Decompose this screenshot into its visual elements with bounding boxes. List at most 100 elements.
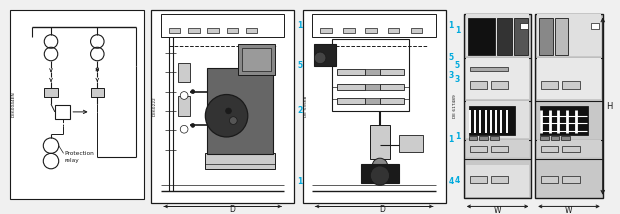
Circle shape [180, 92, 188, 99]
Bar [541, 81, 559, 89]
Text: 1: 1 [454, 132, 460, 141]
Circle shape [191, 90, 195, 94]
Bar [312, 13, 436, 37]
Bar [539, 18, 552, 55]
Bar [537, 58, 601, 99]
Bar [562, 175, 580, 183]
Bar [554, 18, 568, 55]
Bar [188, 28, 200, 33]
Text: 1: 1 [297, 21, 302, 30]
Text: 1: 1 [297, 177, 302, 186]
Circle shape [372, 158, 388, 174]
Bar [466, 165, 529, 197]
Text: 2: 2 [297, 106, 302, 115]
Bar [540, 136, 549, 140]
Circle shape [191, 123, 195, 127]
Bar [242, 48, 271, 71]
Bar [535, 15, 603, 198]
Bar [464, 15, 531, 198]
Bar [343, 28, 355, 33]
Bar [365, 70, 380, 75]
Bar [541, 146, 559, 152]
Text: 1: 1 [454, 26, 460, 35]
Bar [337, 70, 365, 75]
Bar [490, 136, 498, 140]
Bar [551, 136, 559, 140]
Bar [380, 98, 404, 104]
Bar [399, 135, 423, 152]
Bar [537, 15, 601, 56]
Bar [591, 23, 599, 29]
Bar [562, 146, 580, 152]
Bar [179, 97, 190, 116]
Text: 4: 4 [448, 177, 454, 186]
Text: DE60044EN: DE60044EN [11, 91, 16, 117]
Bar [491, 175, 508, 183]
Text: H: H [606, 102, 613, 111]
Text: 3: 3 [454, 75, 460, 84]
Bar [562, 81, 580, 89]
Bar [466, 15, 529, 56]
Bar [169, 28, 180, 33]
Bar [467, 18, 495, 55]
Text: D: D [379, 205, 385, 214]
Bar [469, 175, 487, 183]
Text: DE 53568: DE 53568 [304, 95, 308, 117]
Bar [411, 28, 422, 33]
Text: D: D [229, 205, 235, 214]
Text: W: W [565, 206, 573, 214]
Bar [537, 140, 601, 157]
Bar [337, 84, 365, 90]
Bar [303, 10, 446, 203]
Bar [44, 88, 58, 97]
Bar [365, 28, 377, 33]
Bar [91, 88, 104, 97]
Bar [332, 39, 409, 111]
Circle shape [205, 95, 248, 137]
Bar [466, 140, 529, 157]
Bar [365, 84, 380, 90]
Bar [520, 23, 528, 29]
Bar [497, 18, 512, 55]
Text: W: W [494, 206, 502, 214]
Bar [469, 67, 508, 71]
Bar [469, 136, 477, 140]
Bar [361, 164, 399, 183]
Bar [207, 68, 273, 154]
Bar [466, 101, 529, 138]
Text: DE60222: DE60222 [153, 96, 156, 116]
Text: 5: 5 [448, 53, 454, 62]
Bar [370, 125, 389, 159]
Bar [207, 28, 219, 33]
Bar [205, 153, 275, 169]
Bar [469, 81, 487, 89]
Text: Protection: Protection [64, 151, 94, 156]
Text: 5: 5 [297, 61, 302, 70]
Bar [380, 84, 404, 90]
Bar [479, 136, 488, 140]
Circle shape [370, 166, 389, 185]
Text: 5: 5 [455, 61, 460, 70]
Text: 4: 4 [454, 176, 460, 185]
Bar [161, 13, 285, 37]
Circle shape [314, 52, 326, 64]
Bar [466, 58, 529, 99]
Bar [541, 175, 559, 183]
Bar [469, 146, 487, 152]
Bar [491, 81, 508, 89]
Bar [365, 98, 380, 104]
Bar [320, 28, 332, 33]
Bar [55, 105, 70, 119]
Bar [561, 136, 570, 140]
Bar [491, 146, 508, 152]
Bar [246, 28, 257, 33]
Bar [540, 106, 588, 135]
Bar [337, 98, 365, 104]
Text: 1: 1 [448, 135, 454, 144]
Text: relay: relay [64, 158, 79, 163]
Text: DE 61T489: DE 61T489 [453, 94, 457, 118]
Bar [151, 10, 294, 203]
Bar [314, 44, 335, 66]
Bar [179, 63, 190, 82]
Bar [226, 28, 238, 33]
